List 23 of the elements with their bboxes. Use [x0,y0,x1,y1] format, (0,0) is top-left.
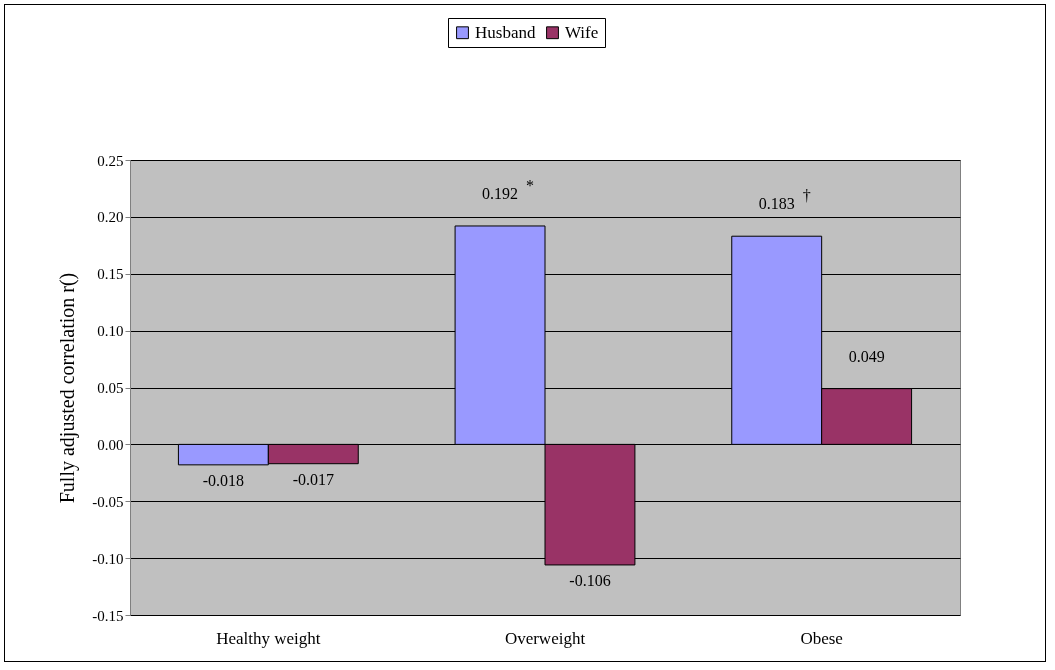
y-tick-label: -0.15 [92,607,124,624]
y-tick-label: 0.05 [97,380,124,396]
data-label: 0.183 [758,195,795,213]
annotation: † [802,187,811,205]
annotation: * [526,176,535,194]
y-tick-label: 0.00 [97,436,124,453]
y-tick-label: -0.05 [92,493,124,510]
y-tick-label: 0.15 [97,266,124,283]
data-label: -0.018 [202,471,245,489]
y-tick-label: 0.10 [97,323,124,340]
y-axis-title: Fully adjusted correlation r() [56,272,80,504]
legend-label: Wife [565,22,599,42]
y-tick-label: 0.20 [97,209,124,226]
legend-label: Husband [475,22,536,42]
y-tick-label: -0.10 [92,550,124,567]
x-tick-label: Overweight [504,628,586,648]
data-label: -0.017 [292,470,334,488]
x-tick-label: Healthy weight [216,628,321,648]
data-label: 0.192 [482,184,519,202]
data-label: -0.106 [569,571,611,589]
y-tick-label: 0.25 [97,152,124,169]
x-tick-label: Obese [800,628,843,648]
data-label: 0.049 [848,347,885,365]
